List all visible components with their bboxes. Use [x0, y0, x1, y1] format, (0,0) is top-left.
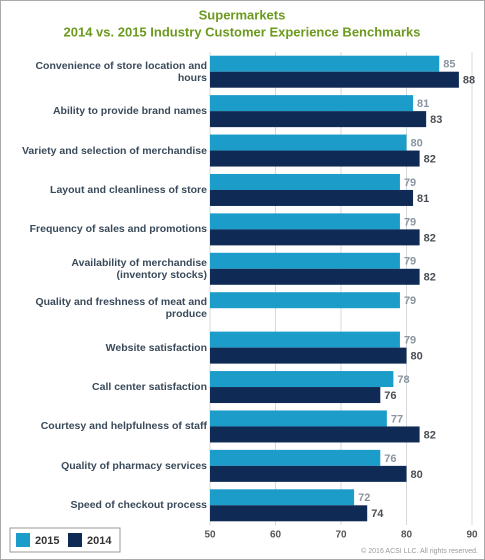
bar	[210, 55, 440, 72]
bar	[210, 252, 400, 269]
value-label: 82	[424, 232, 436, 244]
legend-label: 2014	[87, 535, 112, 547]
value-label: 80	[411, 351, 423, 363]
y-tick-label: Quality and freshness of meat and produc…	[35, 296, 207, 321]
value-label: 72	[358, 492, 370, 504]
value-label: 79	[404, 256, 416, 268]
bar	[210, 71, 459, 88]
y-tick-label: Quality of pharmacy services	[61, 459, 207, 472]
bar	[210, 410, 387, 427]
bar	[210, 387, 381, 404]
legend-swatch	[16, 533, 30, 547]
bar	[210, 189, 414, 206]
y-tick-label: Courtesy and helpfulness of staff	[40, 420, 207, 433]
value-label: 79	[404, 335, 416, 347]
bar	[210, 229, 420, 246]
value-label: 82	[424, 153, 436, 165]
value-label: 80	[411, 469, 423, 481]
value-label: 81	[417, 98, 429, 110]
value-label: 83	[430, 114, 442, 126]
bar	[210, 505, 368, 522]
x-tick-label: 60	[270, 530, 282, 541]
bar	[210, 371, 394, 388]
x-tick-label: 80	[401, 530, 413, 541]
bar	[210, 331, 400, 348]
value-label: 78	[397, 374, 409, 386]
value-label: 85	[443, 59, 455, 71]
bar	[210, 489, 355, 506]
bar	[210, 449, 381, 466]
value-label: 79	[404, 177, 416, 189]
bar	[210, 465, 407, 482]
copyright: © 2016 ACSI LLC. All rights reserved.	[361, 547, 478, 555]
bar	[210, 173, 400, 190]
value-label: 76	[384, 390, 396, 402]
chart-subtitle: 2014 vs. 2015 Industry Customer Experien…	[64, 24, 421, 39]
bar	[210, 347, 407, 364]
y-tick-label: Ability to provide brand names	[52, 105, 207, 118]
legend-label: 2015	[35, 535, 59, 547]
y-tick-label: Call center satisfaction	[92, 381, 207, 394]
value-label: 77	[391, 413, 403, 425]
bar	[210, 213, 400, 230]
y-tick-label: Convenience of store location and hours	[35, 59, 207, 84]
value-label: 82	[424, 429, 436, 441]
value-label: 80	[411, 137, 423, 149]
bar	[210, 134, 407, 151]
value-label: 76	[384, 453, 396, 465]
bar	[210, 111, 427, 128]
bar	[210, 150, 420, 167]
y-tick-label: Variety and selection of merchandise	[22, 144, 207, 157]
bar	[210, 268, 420, 285]
value-label: 79	[404, 216, 416, 228]
value-label: 88	[463, 75, 475, 87]
value-label: 79	[404, 295, 416, 307]
bar	[210, 292, 400, 309]
bar	[210, 95, 414, 112]
y-tick-label: Frequency of sales and promotions	[29, 223, 207, 236]
legend-box	[9, 527, 121, 553]
y-tick-label: Availability of merchandise (inventory s…	[71, 256, 207, 281]
x-tick-label: 70	[335, 530, 347, 541]
value-label: 81	[417, 193, 429, 205]
value-label: 82	[424, 272, 436, 284]
x-tick-label: 50	[204, 530, 216, 541]
y-tick-label: Layout and cleanliness of store	[50, 183, 207, 196]
bar	[210, 426, 420, 443]
y-tick-label: Website satisfaction	[105, 341, 207, 354]
value-label: 74	[371, 508, 384, 520]
legend-swatch	[68, 533, 82, 547]
y-tick-label: Speed of checkout process	[70, 499, 207, 512]
chart-title: Supermarkets	[199, 7, 286, 22]
x-tick-label: 90	[466, 530, 478, 541]
